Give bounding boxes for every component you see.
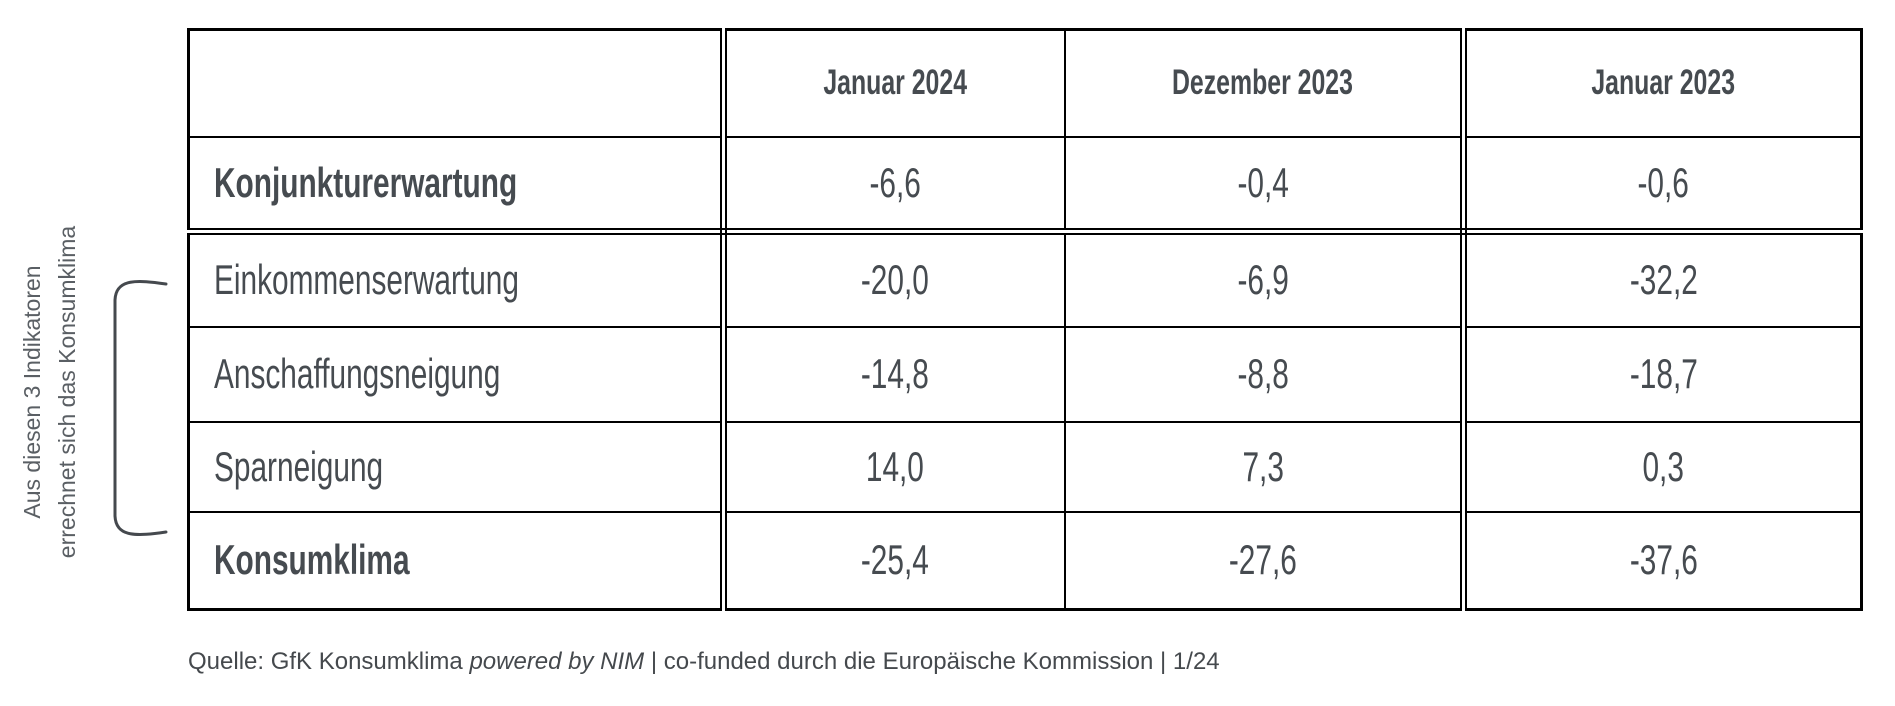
- value-cell: -20,0: [722, 230, 1066, 328]
- side-annotation-line2: errechnet sich das Konsumklima: [54, 225, 80, 559]
- value-cell: 7,3: [1063, 420, 1467, 513]
- row-label: Konsumklima: [187, 510, 727, 611]
- bracket-shape: [113, 279, 168, 537]
- source-note-italic: powered by NIM: [469, 648, 645, 675]
- source-note: Quelle: GfK Konsumklima powered by NIM |…: [188, 648, 1220, 676]
- corner-cell: [187, 28, 727, 138]
- konsumklima-table: Januar 2024 Dezember 2023 Januar 2023 Ko…: [187, 28, 1863, 611]
- table-row-sparneigung: Sparneigung 14,0 7,3 0,3: [187, 420, 1863, 513]
- value-cell: -37,6: [1462, 510, 1863, 611]
- row-label: Sparneigung: [187, 420, 727, 513]
- value-cell: -8,8: [1063, 325, 1467, 423]
- header-row: Januar 2024 Dezember 2023 Januar 2023: [187, 28, 1863, 138]
- value-cell: -0,6: [1462, 135, 1863, 235]
- table-row-anschaffungsneigung: Anschaffungsneigung -14,8 -8,8 -18,7: [187, 325, 1863, 423]
- row-label: Anschaffungsneigung: [187, 325, 727, 423]
- table-row-konjunkturerwartung: Konjunkturerwartung -6,6 -0,4 -0,6: [187, 135, 1863, 235]
- value-cell: -6,9: [1063, 230, 1467, 328]
- value-cell: -25,4: [722, 510, 1066, 611]
- side-annotation: Aus diesen 3 Indikatoren errechnet sich …: [15, 226, 85, 558]
- source-note-prefix: Quelle: GfK Konsumklima: [188, 648, 470, 675]
- col-header-januar-2023: Januar 2023: [1462, 28, 1863, 138]
- side-annotation-line1: Aus diesen 3 Indikatoren: [19, 265, 45, 519]
- col-header-januar-2024: Januar 2024: [722, 28, 1066, 138]
- source-note-suffix: | co-funded durch die Europäische Kommis…: [644, 648, 1220, 675]
- value-cell: -14,8: [722, 325, 1066, 423]
- row-label: Einkommenserwartung: [187, 230, 727, 328]
- value-cell: 14,0: [722, 420, 1066, 513]
- value-cell: -27,6: [1063, 510, 1467, 611]
- row-label: Konjunkturerwartung: [187, 135, 727, 235]
- value-cell: 0,3: [1462, 420, 1863, 513]
- value-cell: -6,6: [722, 135, 1066, 235]
- value-cell: -0,4: [1063, 135, 1467, 235]
- table-row-einkommenserwartung: Einkommenserwartung -20,0 -6,9 -32,2: [187, 230, 1863, 328]
- table-row-konsumklima: Konsumklima -25,4 -27,6 -37,6: [187, 510, 1863, 611]
- col-header-dezember-2023: Dezember 2023: [1063, 28, 1467, 138]
- value-cell: -32,2: [1462, 230, 1863, 328]
- value-cell: -18,7: [1462, 325, 1863, 423]
